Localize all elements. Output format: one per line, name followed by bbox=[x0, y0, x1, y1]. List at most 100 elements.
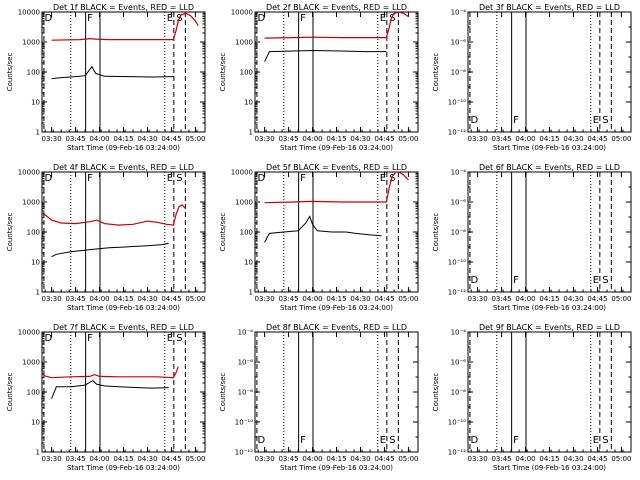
x-tick-label: 05:00 bbox=[611, 135, 631, 143]
y-tick-label: 1000 bbox=[22, 359, 40, 367]
y-tick-label: 10 bbox=[31, 259, 40, 267]
x-tick-label: 05:00 bbox=[398, 135, 418, 143]
x-tick-label: 03:30 bbox=[467, 455, 487, 463]
y-tick-label: 10⁻¹⁰ bbox=[235, 419, 253, 427]
plot-frame bbox=[254, 331, 419, 453]
x-tick-label: 03:30 bbox=[41, 295, 61, 303]
x-axis-label: Start Time (09-Feb-16 03:24:00) bbox=[493, 144, 606, 152]
x-axis-label: Start Time (09-Feb-16 03:24:00) bbox=[67, 464, 180, 472]
event-marker-s: S bbox=[602, 115, 608, 126]
y-tick-label: 1000 bbox=[235, 199, 253, 207]
x-tick-label: 03:30 bbox=[467, 135, 487, 143]
y-tick-label: 100 bbox=[240, 229, 253, 237]
y-axis-label: Counts/sec bbox=[6, 53, 14, 92]
event-marker-f: F bbox=[87, 333, 93, 344]
x-tick-label: 04:00 bbox=[302, 135, 322, 143]
y-tick-label: 1 bbox=[36, 289, 40, 297]
y-tick-label: 1000 bbox=[22, 199, 40, 207]
x-tick-label: 04:30 bbox=[563, 135, 583, 143]
x-tick-label: 03:45 bbox=[278, 295, 298, 303]
plot-det-2: Det 2f BLACK = Events, RED = LLD 1 10 100 10… bbox=[219, 3, 419, 152]
x-tick-label: 04:00 bbox=[515, 135, 535, 143]
x-tick-label: 04:00 bbox=[515, 295, 535, 303]
y-tick-label: 10⁻⁴ bbox=[451, 169, 467, 177]
x-tick-label: 04:15 bbox=[326, 135, 346, 143]
x-tick-label: 04:30 bbox=[137, 135, 157, 143]
event-marker-s: S bbox=[602, 435, 608, 446]
event-marker-e: E bbox=[380, 13, 386, 24]
y-tick-label: 10⁻⁸ bbox=[238, 389, 254, 397]
event-marker-f: F bbox=[513, 115, 519, 126]
plot-title: Det 6f BLACK = Events, RED = LLD bbox=[479, 163, 620, 172]
event-marker-d: D bbox=[44, 173, 52, 184]
event-marker-e: E bbox=[593, 435, 599, 446]
y-tick-label: 10000 bbox=[18, 9, 40, 17]
plot-frame bbox=[467, 11, 632, 133]
y-tick-label: 10⁻⁴ bbox=[238, 329, 254, 337]
x-tick-label: 04:00 bbox=[302, 455, 322, 463]
y-tick-label: 10000 bbox=[231, 169, 253, 177]
y-tick-label: 10⁻⁶ bbox=[451, 199, 467, 207]
y-axis-label: Counts/sec bbox=[219, 373, 227, 412]
x-axis-label: Start Time (09-Feb-16 03:24:00) bbox=[67, 144, 180, 152]
x-tick-label: 05:00 bbox=[185, 135, 205, 143]
event-marker-d: D bbox=[470, 115, 478, 126]
x-tick-label: 04:00 bbox=[515, 455, 535, 463]
x-axis-label: Start Time (09-Feb-16 03:24:00) bbox=[493, 464, 606, 472]
x-tick-label: 05:00 bbox=[398, 455, 418, 463]
x-tick-label: 04:00 bbox=[302, 295, 322, 303]
x-tick-label: 03:45 bbox=[65, 135, 85, 143]
y-tick-label: 1 bbox=[249, 129, 253, 137]
x-tick-label: 04:15 bbox=[539, 455, 559, 463]
x-tick-label: 04:00 bbox=[89, 295, 109, 303]
lld-series bbox=[43, 204, 187, 226]
plot-det-1: Det 1f BLACK = Events, RED = LLD 1 10 100 10… bbox=[6, 3, 206, 152]
y-tick-label: 10000 bbox=[231, 9, 253, 17]
x-tick-label: 03:30 bbox=[41, 135, 61, 143]
x-axis-label: Start Time (09-Feb-16 03:24:00) bbox=[280, 144, 393, 152]
x-tick-label: 04:15 bbox=[113, 295, 133, 303]
plot-title: Det 9f BLACK = Events, RED = LLD bbox=[479, 323, 620, 332]
y-axis-label: Counts/sec bbox=[432, 53, 440, 92]
y-tick-label: 10⁻⁴ bbox=[451, 329, 467, 337]
event-marker-d: D bbox=[44, 13, 52, 24]
event-marker-s: S bbox=[389, 13, 395, 24]
y-axis-label: Counts/sec bbox=[6, 373, 14, 412]
event-marker-e: E bbox=[593, 115, 599, 126]
plot-det-3: Det 3f BLACK = Events, RED = LLD 10⁻¹² 10⁻… bbox=[432, 3, 632, 152]
x-tick-label: 04:15 bbox=[113, 135, 133, 143]
x-tick-label: 05:00 bbox=[185, 295, 205, 303]
x-tick-label: 03:45 bbox=[278, 455, 298, 463]
events-series bbox=[264, 49, 387, 62]
y-tick-label: 10⁻⁴ bbox=[451, 9, 467, 17]
y-tick-label: 100 bbox=[240, 69, 253, 77]
y-tick-label: 1 bbox=[36, 449, 40, 457]
event-marker-s: S bbox=[602, 275, 608, 286]
plot-title: Det 4f BLACK = Events, RED = LLD bbox=[53, 163, 194, 172]
x-tick-label: 03:30 bbox=[467, 295, 487, 303]
x-tick-label: 03:30 bbox=[254, 455, 274, 463]
plot-title: Det 1f BLACK = Events, RED = LLD bbox=[53, 3, 194, 12]
x-tick-label: 04:15 bbox=[113, 455, 133, 463]
x-tick-label: 03:45 bbox=[491, 455, 511, 463]
x-tick-label: 04:45 bbox=[374, 135, 394, 143]
event-marker-e: E bbox=[593, 275, 599, 286]
x-tick-label: 05:00 bbox=[611, 295, 631, 303]
x-tick-label: 04:30 bbox=[563, 295, 583, 303]
y-tick-label: 1000 bbox=[235, 39, 253, 47]
event-marker-f: F bbox=[300, 435, 306, 446]
event-marker-e: E bbox=[167, 13, 173, 24]
y-axis-label: Counts/sec bbox=[219, 53, 227, 92]
event-marker-d: D bbox=[257, 173, 265, 184]
x-tick-label: 04:30 bbox=[563, 455, 583, 463]
plot-det-5: Det 5f BLACK = Events, RED = LLD 1 10 100 10… bbox=[219, 163, 419, 312]
event-marker-f: F bbox=[87, 173, 93, 184]
x-tick-label: 05:00 bbox=[185, 455, 205, 463]
event-marker-s: S bbox=[176, 333, 182, 344]
x-tick-label: 04:30 bbox=[350, 295, 370, 303]
event-marker-d: D bbox=[257, 435, 265, 446]
plot-frame bbox=[467, 171, 632, 293]
y-tick-label: 10⁻¹⁰ bbox=[448, 99, 466, 107]
event-marker-f: F bbox=[513, 435, 519, 446]
